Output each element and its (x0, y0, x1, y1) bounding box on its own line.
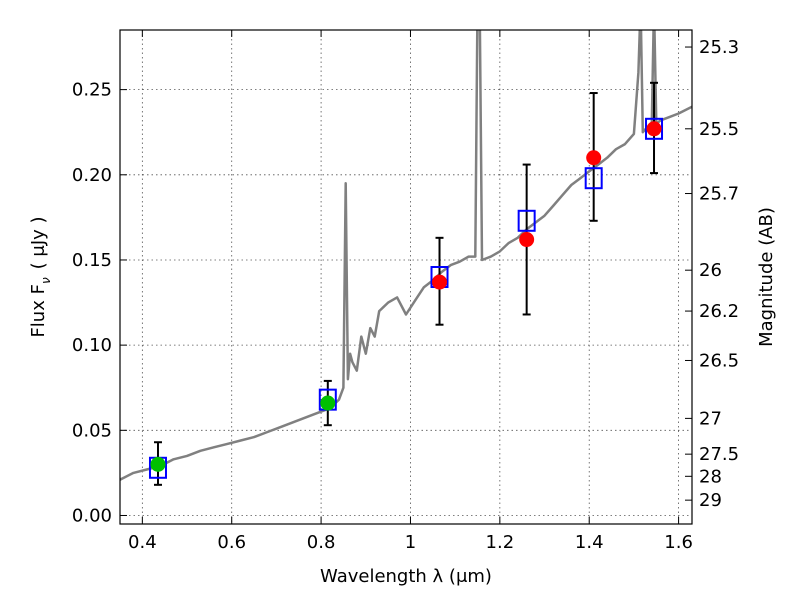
observed-point (646, 121, 662, 137)
right-tick-label: 25.5 (699, 119, 739, 140)
right-tick-label: 25.3 (699, 37, 739, 58)
right-tick-label: 29 (699, 490, 722, 511)
observed-point (432, 274, 448, 290)
right-tick-label: 26.5 (699, 350, 739, 371)
spectrum-series (120, 30, 692, 481)
model-point (584, 167, 603, 190)
x-axis: 0.4 0.6 0.8 1 1.2 1.4 1.6 (128, 30, 693, 553)
x-tick-label: 0.8 (307, 532, 336, 553)
x-tick-label: 0.6 (217, 532, 246, 553)
right-axis: 25.3 25.5 25.7 26 26.2 26.5 27 27.528 29 (685, 37, 739, 511)
x-tick-label: 1.6 (664, 532, 693, 553)
y-axis: 0.00 0.05 0.10 0.15 0.20 0.25 (72, 80, 127, 526)
right-tick-label: 26.2 (699, 301, 739, 322)
observed-point (150, 456, 166, 472)
y-tick-label: 0.00 (72, 505, 112, 526)
observed-point (519, 232, 535, 248)
model-point (517, 209, 536, 232)
model-points (148, 117, 664, 479)
observed-point (320, 395, 336, 411)
observed-points (150, 121, 662, 472)
spectrum-line (120, 30, 692, 481)
y-axis-title: Flux Fν( μJy ) (28, 216, 53, 337)
right-tick-label: 28 (699, 466, 722, 487)
observed-point (586, 150, 602, 166)
y-tick-label: 0.20 (72, 165, 112, 186)
right-tick-label: 27 (699, 408, 722, 429)
plot-frame (119, 29, 693, 525)
error-bars (153, 81, 659, 486)
y-tick-label: 0.25 (72, 80, 112, 101)
right-tick-label: 25.7 (699, 184, 739, 205)
y-tick-label: 0.15 (72, 250, 112, 271)
model-point (645, 117, 664, 140)
x-tick-label: 1 (405, 532, 416, 553)
x-axis-title: Wavelength λ (μm) (320, 566, 492, 587)
x-tick-label: 0.4 (128, 532, 157, 553)
y-tick-label: 0.05 (72, 420, 112, 441)
y-tick-label: 0.10 (72, 335, 112, 356)
right-tick-label: 27.5 (699, 444, 739, 465)
x-tick-label: 1.4 (575, 532, 604, 553)
y-axis-title-group: Flux Fν( μJy ) (28, 216, 53, 337)
x-tick-label: 1.2 (486, 532, 515, 553)
right-axis-title: Magnitude (AB) (756, 207, 777, 347)
right-tick-label: 26 (699, 260, 722, 281)
